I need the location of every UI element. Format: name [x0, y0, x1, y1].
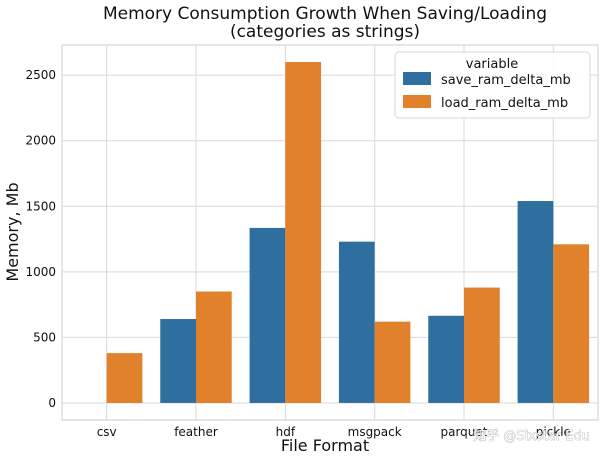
- y-tick-label: 0: [48, 396, 56, 410]
- bar-load_ram_delta_mb-msgpack: [374, 321, 411, 403]
- bar-save_ram_delta_mb-hdf: [249, 227, 286, 403]
- legend-swatch-load_ram_delta_mb: [403, 95, 431, 108]
- chart-subtitle: (categories as strings): [230, 22, 420, 42]
- bar-load_ram_delta_mb-feather: [196, 291, 232, 403]
- y-tick-label: 2000: [25, 134, 56, 148]
- y-tick-label: 1000: [25, 265, 56, 279]
- watermark-text: 知乎 @Sixstar Edu: [473, 428, 590, 444]
- x-tick-label: csv: [97, 425, 117, 439]
- legend-box: [394, 51, 591, 119]
- bar-load_ram_delta_mb-pickle: [553, 244, 590, 403]
- bar-load_ram_delta_mb-parquet: [464, 287, 500, 403]
- legend: variable save_ram_delta_mb load_ram_delta…: [394, 51, 591, 119]
- bar-load_ram_delta_mb-csv: [106, 353, 143, 403]
- legend-title: variable: [466, 57, 518, 72]
- y-tick-label: 1500: [25, 199, 56, 213]
- y-axis-label: Memory, Mb: [3, 182, 22, 281]
- x-tick-label: hdf: [276, 425, 296, 439]
- chart-title: Memory Consumption Growth When Saving/Lo…: [103, 4, 547, 24]
- x-tick-label: pickle: [536, 425, 571, 439]
- bars: [106, 62, 590, 403]
- bar-save_ram_delta_mb-pickle: [517, 201, 554, 403]
- legend-swatch-save_ram_delta_mb: [403, 72, 431, 85]
- bar-save_ram_delta_mb-parquet: [428, 315, 464, 403]
- y-tick-label: 500: [33, 330, 56, 344]
- x-axis-label: File Format: [281, 436, 369, 455]
- bar-save_ram_delta_mb-feather: [160, 319, 196, 403]
- y-tick-label: 2500: [25, 68, 56, 82]
- legend-label-save_ram_delta_mb: save_ram_delta_mb: [441, 73, 571, 88]
- x-tick-label: msgpack: [348, 425, 402, 439]
- bar-save_ram_delta_mb-msgpack: [338, 241, 375, 403]
- bar-load_ram_delta_mb-hdf: [285, 62, 322, 403]
- x-tick-label: feather: [174, 425, 218, 439]
- x-tick-label: parquet: [440, 425, 487, 439]
- legend-label-load_ram_delta_mb: load_ram_delta_mb: [441, 96, 568, 111]
- tick-labels: 0 500 1000 1500 2000 2500 csv feather hdf msgpack…: [25, 68, 570, 439]
